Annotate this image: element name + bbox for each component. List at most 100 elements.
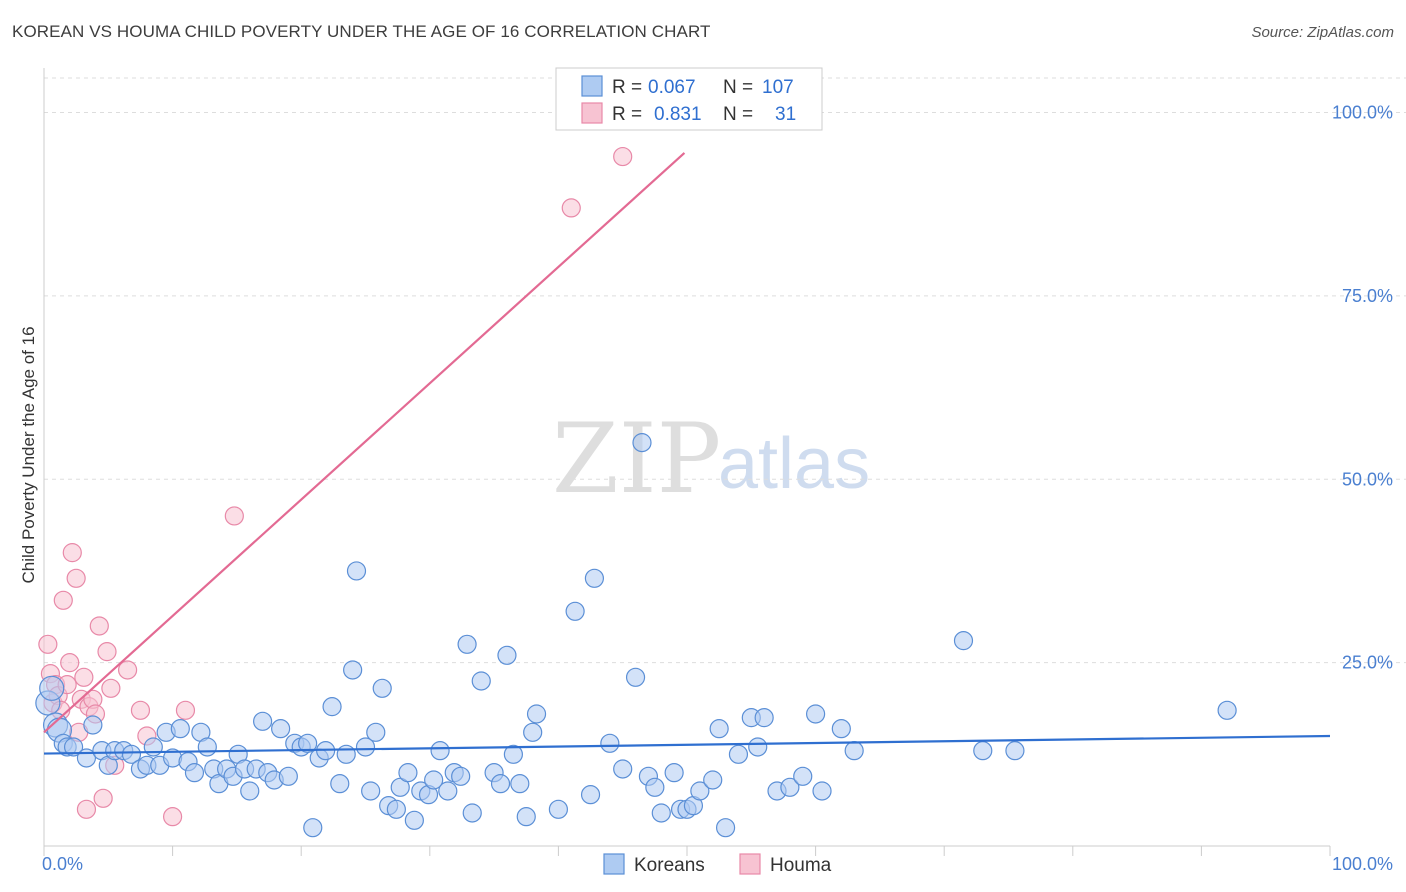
- y-tick-label: 75.0%: [1342, 286, 1393, 306]
- x-tick-label: 0.0%: [42, 854, 83, 874]
- koreans-point: [728, 744, 749, 764]
- koreans-point: [584, 568, 605, 588]
- houma-point: [74, 667, 94, 687]
- x-tick-labels: 0.0% 100.0%: [42, 854, 1393, 874]
- houma-legend-label: Houma: [770, 855, 832, 876]
- koreans-point: [831, 719, 851, 739]
- koreans-legend-swatch: [603, 853, 625, 875]
- houma-point: [53, 590, 73, 610]
- houma-point: [62, 543, 82, 563]
- koreans-point: [632, 433, 652, 453]
- koreans-point: [812, 781, 832, 801]
- houma-point: [175, 700, 196, 720]
- koreans-point: [322, 697, 342, 717]
- koreans-point: [973, 741, 993, 761]
- koreans-point: [690, 781, 710, 801]
- koreans-point: [366, 722, 386, 742]
- houma-point: [76, 799, 97, 819]
- gridlines: [44, 77, 1406, 664]
- houma-legend-swatch: [739, 853, 761, 875]
- koreans-n-label: N =: [723, 77, 753, 98]
- houma-point: [101, 678, 121, 698]
- koreans-point: [197, 737, 217, 757]
- houma-point: [163, 807, 183, 827]
- koreans-point: [303, 818, 323, 838]
- koreans-point: [346, 561, 367, 581]
- houma-point: [561, 198, 581, 218]
- x-tick-label: 100.0%: [1332, 854, 1393, 874]
- koreans-point: [355, 737, 376, 757]
- koreans-stats-swatch: [581, 75, 603, 97]
- houma-point: [97, 642, 117, 662]
- koreans-point: [793, 766, 813, 786]
- koreans-point: [565, 601, 585, 621]
- koreans-point: [613, 759, 633, 779]
- koreans-points: [35, 433, 1237, 838]
- houma-point: [130, 700, 151, 720]
- houma-points: [38, 146, 633, 827]
- koreans-point: [748, 737, 768, 757]
- koreans-point: [386, 799, 406, 819]
- koreans-point: [121, 744, 142, 764]
- y-tick-label: 50.0%: [1342, 469, 1393, 489]
- koreans-point: [451, 766, 471, 786]
- koreans-point: [664, 763, 684, 783]
- y-tick-label: 100.0%: [1332, 103, 1393, 123]
- koreans-point: [330, 774, 350, 794]
- houma-point: [613, 146, 633, 167]
- koreans-point: [457, 634, 477, 654]
- koreans-point: [754, 708, 774, 728]
- koreans-point: [336, 744, 356, 764]
- houma-stats-swatch: [581, 102, 603, 124]
- houma-point: [89, 616, 109, 636]
- houma-point: [117, 660, 138, 680]
- koreans-point: [83, 715, 103, 735]
- houma-point: [66, 568, 86, 588]
- y-tick-labels: 25.0% 50.0% 75.0% 100.0%: [1332, 103, 1393, 673]
- koreans-point: [361, 781, 381, 801]
- watermark-zip: ZIP: [552, 403, 721, 515]
- koreans-point: [600, 733, 620, 753]
- koreans-point: [625, 667, 646, 687]
- koreans-point: [709, 719, 729, 739]
- y-tick-label: 25.0%: [1342, 653, 1393, 673]
- koreans-point: [343, 660, 363, 680]
- watermark: ZIP atlas: [552, 403, 870, 515]
- koreans-point: [651, 803, 671, 823]
- koreans-trend-line: [43, 734, 1331, 755]
- koreans-point: [1005, 741, 1025, 761]
- trend-lines: [43, 152, 1331, 755]
- houma-trend-line: [43, 152, 686, 734]
- series-legend: Koreans Houma: [603, 853, 832, 876]
- koreans-point: [63, 737, 84, 757]
- koreans-point: [143, 737, 163, 757]
- koreans-point: [844, 741, 864, 761]
- koreans-point: [271, 719, 291, 739]
- houma-n-label: N =: [723, 104, 753, 125]
- koreans-point: [438, 781, 458, 801]
- houma-point: [38, 634, 58, 654]
- koreans-point: [170, 719, 190, 739]
- koreans-point: [805, 704, 826, 724]
- koreans-point: [430, 741, 450, 761]
- koreans-legend-label: Koreans: [634, 855, 705, 876]
- koreans-point: [39, 675, 65, 701]
- houma-point: [93, 788, 113, 808]
- koreans-point: [715, 818, 736, 838]
- koreans-point: [462, 803, 482, 823]
- koreans-point: [278, 766, 298, 786]
- koreans-point: [780, 777, 800, 797]
- koreans-point: [497, 645, 517, 665]
- koreans-point: [953, 631, 974, 651]
- koreans-r-value: 0.067: [648, 77, 696, 98]
- koreans-point: [490, 774, 511, 794]
- koreans-point: [184, 763, 205, 783]
- koreans-point: [503, 744, 523, 764]
- koreans-point: [645, 777, 665, 797]
- koreans-point: [298, 733, 318, 753]
- houma-n-value: 31: [775, 104, 796, 125]
- koreans-point: [580, 785, 601, 805]
- stats-legend: R = 0.067 N = 107 R = 0.831 N = 31: [555, 67, 823, 131]
- koreans-point: [703, 770, 723, 790]
